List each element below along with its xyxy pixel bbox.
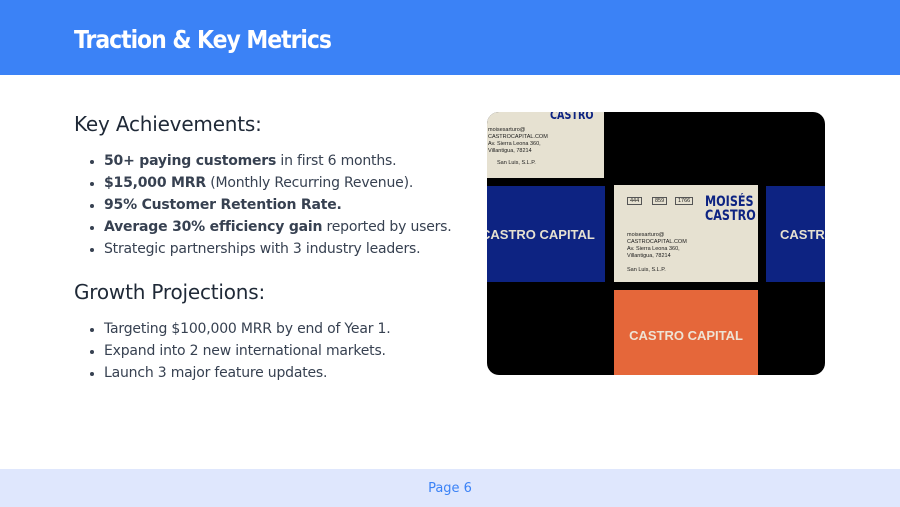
card-top-left: CASTRO moisesarturo@ CASTROCAPITAL.COM Av.… [487,112,604,178]
achievements-heading: Key Achievements: [74,112,262,136]
list-item: Expand into 2 new international markets. [88,340,454,362]
card-blue-right: CASTRO CAPITAL [766,186,825,282]
slide-title: Traction & Key Metrics [74,25,332,54]
achievements-list: 50+ paying customers in first 6 months. … [88,150,454,260]
slide-content: Key Achievements: 50+ paying customers i… [74,112,454,404]
list-item: Average 30% efficiency gain reported by … [88,216,454,238]
page-number: Page 6 [428,480,472,496]
card-blue-left: CASTRO CAPITAL [487,186,605,282]
list-item: $15,000 MRR (Monthly Recurring Revenue). [88,172,454,194]
list-item: Strategic partnerships with 3 industry l… [88,238,454,260]
slide-header: Traction & Key Metrics [0,0,900,75]
slide-footer: Page 6 [0,469,900,507]
card-orange: CASTRO CAPITAL [614,290,758,375]
card-center: 444 859 1766 MOISÉS CASTRO moisesarturo@ C… [614,185,758,282]
list-item: 95% Customer Retention Rate. [88,194,454,216]
business-cards-image: CASTRO moisesarturo@ CASTROCAPITAL.COM Av.… [487,112,825,375]
projections-heading: Growth Projections: [74,280,266,304]
list-item: Launch 3 major feature updates. [88,362,454,384]
projections-list: Targeting $100,000 MRR by end of Year 1.… [88,318,454,384]
list-item: Targeting $100,000 MRR by end of Year 1. [88,318,454,340]
list-item: 50+ paying customers in first 6 months. [88,150,454,172]
